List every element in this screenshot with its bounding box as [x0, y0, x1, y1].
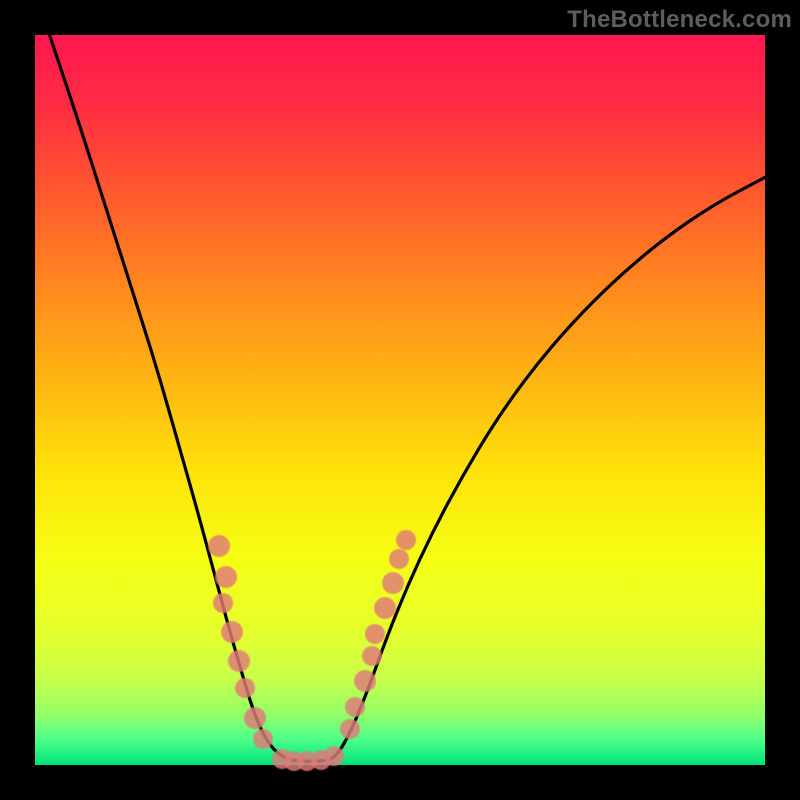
- scatter-marker: [382, 572, 404, 594]
- scatter-marker: [362, 646, 382, 666]
- scatter-marker: [213, 593, 233, 613]
- scatter-marker: [208, 535, 230, 557]
- watermark-text: TheBottleneck.com: [567, 6, 792, 34]
- scatter-marker: [389, 549, 409, 569]
- scatter-marker: [345, 697, 365, 717]
- scatter-marker: [244, 707, 266, 729]
- scatter-marker: [253, 729, 273, 749]
- scatter-marker: [221, 621, 243, 643]
- curve-svg: [35, 35, 765, 765]
- chart-stage: TheBottleneck.com: [0, 0, 800, 800]
- scatter-marker: [354, 670, 376, 692]
- v-curve: [50, 35, 765, 761]
- scatter-marker: [324, 746, 344, 766]
- scatter-marker: [228, 650, 250, 672]
- scatter-marker: [396, 530, 416, 550]
- scatter-marker: [365, 624, 385, 644]
- scatter-marker: [340, 719, 360, 739]
- scatter-marker: [215, 566, 237, 588]
- scatter-marker: [235, 678, 255, 698]
- scatter-marker: [374, 597, 396, 619]
- plot-area: [35, 35, 765, 765]
